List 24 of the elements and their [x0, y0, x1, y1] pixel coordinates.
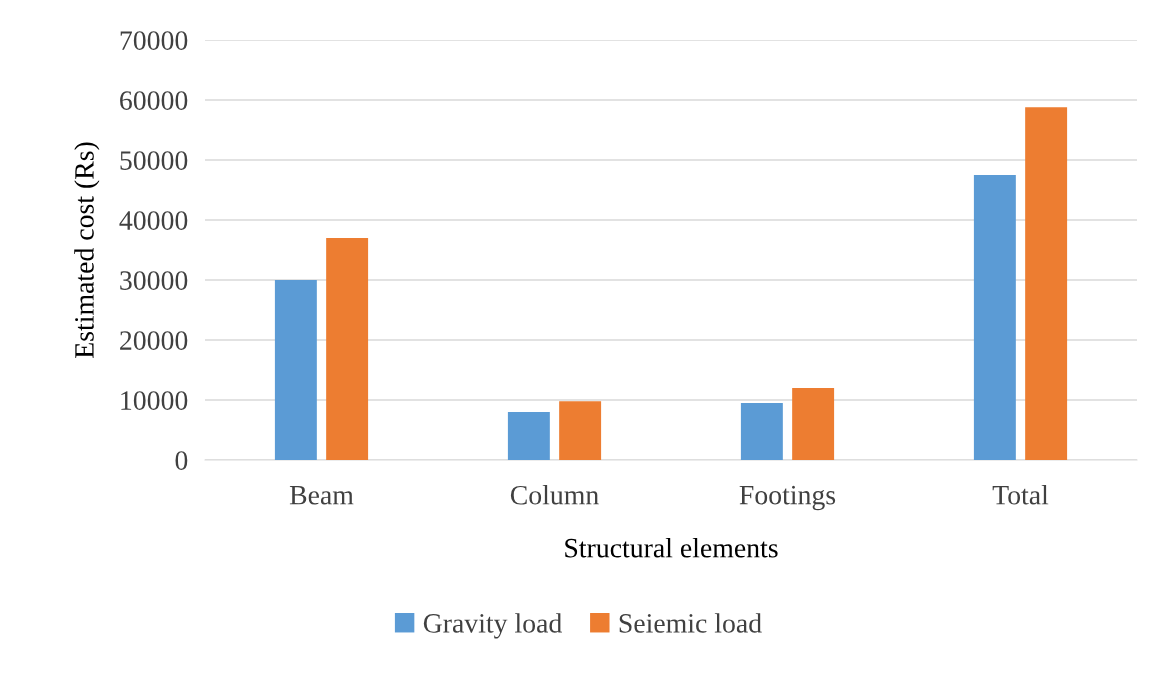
y-tick-label: 10000: [121, 391, 188, 410]
bar: [559, 401, 602, 460]
x-tick-label: Column: [510, 485, 599, 505]
y-tick-label: 0: [175, 451, 188, 470]
bar: [1025, 107, 1068, 460]
y-tick-label: 20000: [120, 331, 188, 350]
y-tick-label: 40000: [119, 211, 188, 230]
bar: [274, 280, 317, 460]
x-tick-label: Footings: [739, 485, 836, 511]
y-tick-label: 60000: [120, 91, 188, 110]
x-axis-title: Structural elements: [565, 537, 778, 558]
bar: [507, 412, 550, 460]
y-axis-title: Estimated cost (Rs): [74, 142, 100, 358]
legend-label: Seiemic load: [619, 613, 762, 633]
x-tick-label: Total: [992, 485, 1049, 505]
bar: [326, 238, 369, 460]
y-tick-label: 70000: [120, 31, 188, 50]
bar: [973, 175, 1016, 460]
bar: [792, 388, 835, 460]
bar: [740, 403, 783, 460]
y-tick-label: 30000: [120, 271, 188, 290]
legend-label: Gravity load: [423, 613, 562, 639]
y-tick-label: 50000: [120, 151, 188, 170]
x-tick-label: Beam: [289, 486, 354, 505]
